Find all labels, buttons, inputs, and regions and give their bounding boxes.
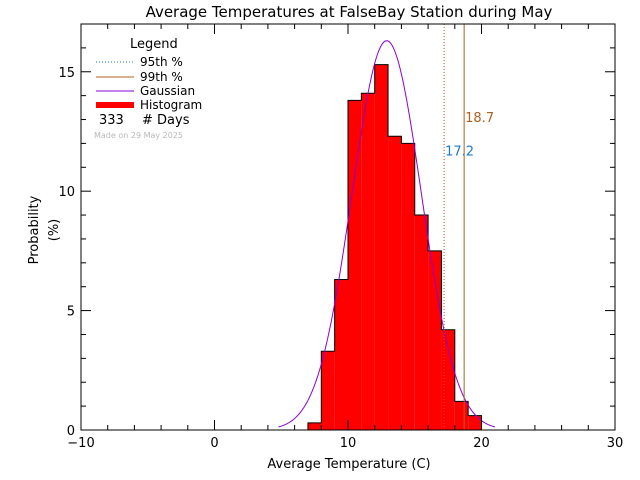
p95-value-label: 17.2 [445, 144, 474, 159]
histogram-bar-0 [307, 422, 322, 430]
gaussian-curve-group [278, 40, 495, 428]
y-axis-ticks: 0 5 10 15 [58, 23, 615, 439]
y-axis-label: Probability [27, 195, 42, 264]
histogram-bar-1 [321, 351, 335, 430]
legend-95-label: 95th % [140, 55, 183, 69]
histogram-outline [307, 64, 482, 430]
legend-title: Legend [130, 37, 178, 52]
x-axis-ticks: −10 0 10 20 30 [67, 24, 623, 451]
y-tick-label: 0 [67, 424, 75, 439]
legend-histogram-label: Histogram [140, 98, 202, 112]
legend-days-label: # Days [142, 113, 190, 128]
y-tick-label: 5 [67, 305, 75, 320]
histogram-bar-4 [361, 93, 375, 431]
histogram-bar-5 [374, 64, 389, 430]
x-tick-label: −10 [67, 436, 94, 451]
x-tick-label: 10 [340, 436, 357, 451]
y-tick-label: 10 [58, 185, 75, 200]
histogram-bar-3 [348, 100, 362, 431]
histogram-bar-10 [441, 329, 455, 430]
histogram-bar-12 [468, 415, 482, 430]
y-axis-label-group: Probability (%) [27, 195, 62, 264]
made-on-watermark: Made on 29 May 2025 [94, 131, 183, 140]
x-tick-label: 20 [473, 436, 490, 451]
percentile-lines: 17.2 18.7 [443, 24, 494, 430]
legend: Legend 95th % 99th % Gaussian Histogram … [94, 37, 202, 140]
histogram-bars [307, 64, 482, 431]
y-tick-label: 15 [58, 66, 75, 81]
histogram-bar-7 [401, 143, 415, 431]
histogram-bar-6 [388, 136, 402, 430]
x-tick-label: 30 [607, 436, 624, 451]
gaussian-curve [278, 40, 495, 428]
histogram-bar-2 [334, 279, 348, 430]
x-axis-label: Average Temperature (C) [267, 457, 430, 472]
legend-99-label: 99th % [140, 70, 183, 84]
legend-days-count: 333 [99, 113, 124, 128]
p99-value-label: 18.7 [465, 111, 494, 126]
x-tick-label: 0 [210, 436, 218, 451]
legend-gaussian-label: Gaussian [140, 84, 195, 98]
y-axis-unit: (%) [47, 219, 62, 242]
histogram-bar-9 [428, 250, 442, 430]
histogram-bar-11 [454, 401, 469, 430]
histogram-bar-8 [414, 215, 429, 430]
chart-title: Average Temperatures at FalseBay Station… [146, 3, 553, 21]
